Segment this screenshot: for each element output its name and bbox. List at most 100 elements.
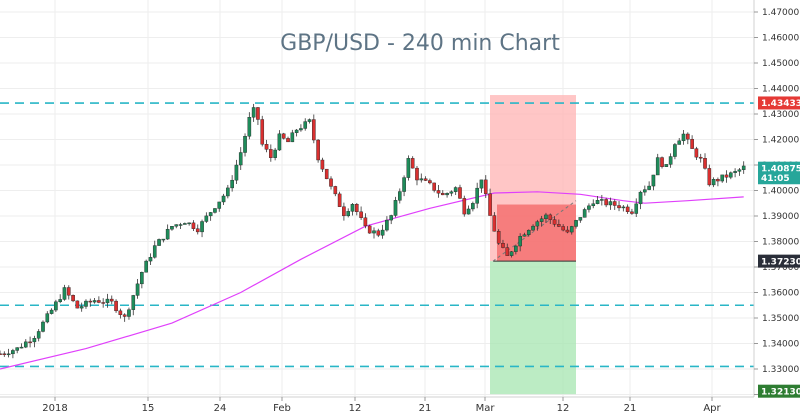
candle-body	[397, 191, 402, 201]
price-tag-bg	[758, 96, 800, 110]
candle-body	[544, 214, 548, 220]
candle-body	[711, 179, 716, 186]
candle-body	[105, 298, 110, 304]
candle-body	[204, 215, 209, 222]
position-tool[interactable]	[490, 95, 577, 395]
candle-body	[462, 198, 467, 215]
candle-body	[449, 191, 454, 194]
candle-body	[694, 148, 699, 158]
chart-title: GBP/USD - 240 min Chart	[280, 31, 560, 56]
price-tag-label: 1.43433	[761, 99, 800, 109]
candle-body	[208, 212, 213, 217]
candle-body	[355, 204, 359, 213]
candle-body	[200, 221, 204, 233]
candle-body	[393, 200, 398, 216]
candle-body	[92, 300, 97, 303]
candle-body	[294, 129, 299, 133]
candle-body	[428, 180, 432, 184]
candle-body	[350, 204, 355, 212]
candle-body	[436, 190, 441, 194]
x-tick-label: 12	[557, 403, 570, 414]
candle-body	[88, 300, 93, 303]
candle-body	[466, 208, 471, 215]
candle-body	[191, 222, 196, 229]
x-tick-label: 24	[214, 403, 227, 414]
candle-body	[445, 193, 449, 196]
candle-body	[531, 225, 535, 231]
x-tick-label: 12	[349, 403, 362, 414]
candle-body	[660, 157, 664, 167]
price-tag-label: 1.37230	[761, 257, 800, 267]
candle-body	[673, 144, 677, 157]
price-axis[interactable]: 1.320001.330001.340001.350001.360001.370…	[753, 0, 799, 401]
candle-body	[604, 199, 608, 206]
candle-body	[569, 226, 574, 233]
candle-body	[234, 164, 239, 181]
candle-body	[539, 218, 544, 222]
candle-body	[698, 156, 703, 159]
y-tick-label: 1.39000	[762, 212, 799, 222]
candle-body	[303, 121, 308, 129]
candle-body	[526, 229, 531, 235]
candle-body	[32, 338, 37, 343]
candle-body	[23, 341, 28, 348]
candles	[0, 103, 746, 359]
candle-body	[612, 201, 617, 206]
horizontal-levels[interactable]	[0, 102, 754, 368]
x-tick-label: Mar	[476, 403, 496, 414]
candle-body	[707, 168, 712, 186]
candle-body	[522, 234, 527, 237]
candle-body	[45, 313, 50, 323]
candle-body	[290, 132, 295, 143]
price-tag-bg	[758, 384, 800, 398]
candle-body	[251, 107, 256, 118]
candle-body	[71, 295, 75, 302]
candle-body	[668, 156, 673, 165]
candle-body	[2, 353, 7, 355]
x-tick-label: 15	[142, 403, 155, 414]
candle-body	[518, 235, 522, 247]
candle-body	[582, 209, 587, 218]
candle-body	[733, 171, 737, 173]
candle-body	[58, 299, 62, 303]
x-tick-label: Apr	[703, 403, 721, 414]
candle-body	[342, 206, 346, 217]
moving-average-line	[0, 191, 744, 370]
y-tick-label: 1.34000	[762, 340, 799, 350]
reward-zone	[490, 261, 576, 395]
candle-body	[66, 287, 71, 296]
candle-body	[41, 321, 45, 332]
candle-body	[595, 200, 600, 204]
candle-body	[346, 211, 351, 217]
candle-body	[737, 169, 742, 172]
price-tag-label: 41:05	[761, 174, 790, 184]
x-tick-label: 21	[419, 403, 432, 414]
candle-body	[157, 239, 161, 246]
candle-body	[372, 230, 376, 234]
candle-body	[565, 229, 570, 233]
candle-body	[256, 107, 260, 120]
candle-body	[324, 168, 329, 180]
candle-body	[509, 251, 514, 256]
candle-body	[432, 182, 436, 191]
candle-body	[226, 187, 230, 197]
candle-body	[647, 185, 651, 190]
candle-body	[703, 158, 707, 169]
candle-body	[281, 133, 286, 139]
candle-body	[221, 195, 226, 203]
price-tag-label: 1.40875	[761, 164, 800, 174]
y-tick-label: 1.44000	[762, 85, 799, 95]
candle-body	[389, 215, 393, 221]
candle-body	[329, 178, 333, 187]
time-axis[interactable]: 2018 15 24 Feb 12 21 Mar 12 21 Apr	[0, 396, 754, 414]
candle-body	[600, 199, 604, 201]
candle-body	[741, 165, 746, 170]
candle-body	[681, 133, 686, 142]
candle-body	[75, 300, 80, 309]
candle-body	[127, 309, 131, 317]
candle-body	[118, 310, 123, 315]
candle-body	[19, 346, 24, 349]
candle-body	[101, 302, 105, 304]
candle-body	[6, 353, 11, 356]
candle-body	[376, 230, 381, 236]
